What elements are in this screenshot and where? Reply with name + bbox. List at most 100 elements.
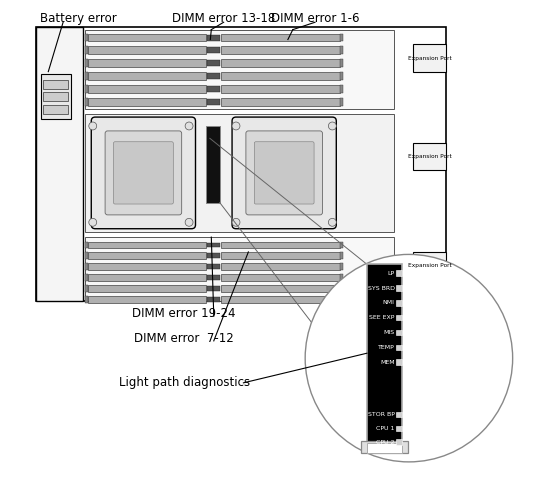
Bar <box>207 47 220 53</box>
Bar <box>85 72 88 80</box>
FancyBboxPatch shape <box>246 131 322 215</box>
Bar <box>221 274 340 281</box>
Bar <box>85 237 394 301</box>
Circle shape <box>185 218 193 226</box>
Bar <box>88 98 206 106</box>
Bar <box>340 242 342 248</box>
Bar <box>221 285 340 292</box>
Bar <box>88 34 206 41</box>
Text: SYS BRD: SYS BRD <box>368 286 395 290</box>
Bar <box>413 143 446 170</box>
Bar <box>88 263 206 270</box>
Text: Expansion Port: Expansion Port <box>408 263 451 268</box>
FancyBboxPatch shape <box>105 131 182 215</box>
Bar <box>221 242 340 248</box>
Text: DIMM error 19-24: DIMM error 19-24 <box>132 307 236 320</box>
Bar <box>207 86 220 92</box>
Bar <box>85 242 88 248</box>
Bar <box>207 275 220 280</box>
Bar <box>85 34 88 41</box>
Text: DIMM error 1-6: DIMM error 1-6 <box>271 12 359 25</box>
Bar <box>88 252 206 259</box>
Bar <box>43 92 68 101</box>
Bar <box>207 286 220 291</box>
Text: NMI: NMI <box>383 300 395 305</box>
Bar <box>206 126 220 203</box>
Circle shape <box>232 122 240 130</box>
Bar <box>221 263 340 270</box>
Bar <box>207 99 220 105</box>
FancyBboxPatch shape <box>232 117 336 229</box>
Bar <box>221 296 340 303</box>
Bar <box>221 252 340 259</box>
Bar <box>361 441 409 453</box>
Bar <box>85 263 88 270</box>
Bar <box>395 300 402 305</box>
Circle shape <box>305 254 513 462</box>
Bar <box>207 264 220 269</box>
Bar <box>36 27 446 301</box>
Bar <box>207 73 220 79</box>
Bar <box>340 263 342 270</box>
Bar <box>88 285 206 292</box>
Circle shape <box>329 122 336 130</box>
FancyBboxPatch shape <box>254 142 314 204</box>
Bar <box>207 35 220 41</box>
Text: Expansion Port: Expansion Port <box>408 154 451 160</box>
Text: Expansion Port: Expansion Port <box>408 55 451 61</box>
Bar <box>85 98 88 106</box>
Text: MEM: MEM <box>380 360 395 365</box>
Bar <box>395 345 402 350</box>
Bar <box>367 443 403 453</box>
Bar <box>395 440 402 445</box>
Bar <box>85 46 88 54</box>
Circle shape <box>89 218 97 226</box>
Bar <box>395 426 402 431</box>
Text: CPU 2: CPU 2 <box>376 440 395 445</box>
Bar <box>340 98 342 106</box>
Bar <box>85 252 88 259</box>
Bar <box>88 59 206 67</box>
FancyBboxPatch shape <box>91 117 196 229</box>
Bar <box>88 85 206 93</box>
Text: TEMP: TEMP <box>378 345 395 350</box>
Text: STOR BP: STOR BP <box>368 412 395 417</box>
Circle shape <box>89 122 97 130</box>
Bar <box>85 274 88 281</box>
Bar <box>207 297 220 302</box>
Text: CPU 1: CPU 1 <box>376 426 395 431</box>
Bar <box>88 46 206 54</box>
Bar <box>340 296 342 303</box>
Bar <box>88 72 206 80</box>
Bar <box>395 271 402 276</box>
Bar <box>340 34 342 41</box>
Bar <box>36 27 83 301</box>
Bar <box>340 59 342 67</box>
Bar <box>221 85 340 93</box>
Bar <box>207 60 220 66</box>
Bar <box>340 285 342 292</box>
Bar <box>221 34 340 41</box>
Text: DIMM error  7-12: DIMM error 7-12 <box>134 332 234 345</box>
Bar <box>85 59 88 67</box>
Bar <box>340 46 342 54</box>
Text: LP: LP <box>388 271 395 276</box>
Bar <box>221 46 340 54</box>
Bar <box>88 242 206 248</box>
Bar <box>85 85 88 93</box>
Bar <box>43 105 68 114</box>
Bar <box>221 72 340 80</box>
Bar <box>367 264 403 445</box>
Bar <box>413 44 446 72</box>
Bar <box>88 274 206 281</box>
Bar <box>221 98 340 106</box>
Bar <box>85 296 88 303</box>
Bar <box>340 85 342 93</box>
Bar <box>395 330 402 335</box>
FancyBboxPatch shape <box>113 142 173 204</box>
Bar <box>221 59 340 67</box>
Bar <box>207 243 220 247</box>
Circle shape <box>232 218 240 226</box>
Bar <box>43 80 68 89</box>
Bar <box>85 285 88 292</box>
